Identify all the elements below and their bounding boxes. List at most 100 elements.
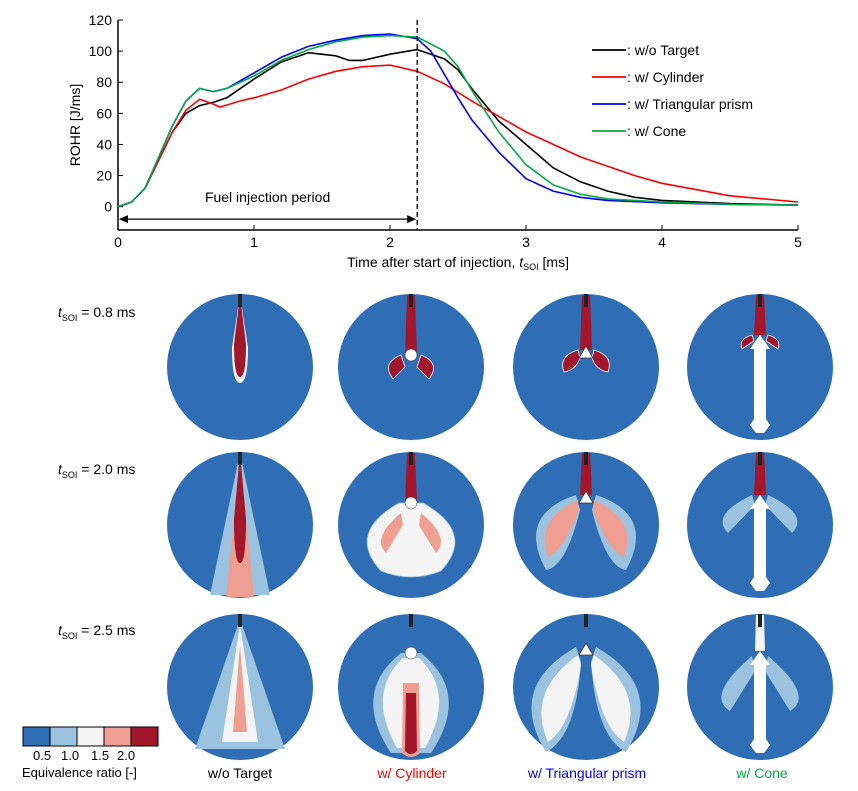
column-label-3: w/ Cone xyxy=(736,765,788,781)
chart-series xyxy=(117,33,799,208)
domain-circle xyxy=(338,294,484,440)
injector-tip xyxy=(758,452,762,465)
y-tick-label: 20 xyxy=(96,168,112,184)
colorbar-segment-1 xyxy=(49,726,78,747)
lobe-right xyxy=(765,656,799,711)
domain-circle xyxy=(513,294,659,440)
simulation-grid xyxy=(167,294,833,760)
lobe-right xyxy=(591,349,610,373)
injector-tip xyxy=(584,614,588,627)
mixture-rich xyxy=(405,693,417,754)
chart-legend: : w/o Target : w/ Cylinder : w/ Triangular… xyxy=(592,42,753,139)
lobe-right xyxy=(593,500,628,557)
x-tick-label: 2 xyxy=(386,234,394,250)
colorbar-segment-4 xyxy=(130,726,159,747)
legend-label-0: : w/o Target xyxy=(627,42,699,58)
chart-annotations: Fuel injection period xyxy=(119,20,418,230)
sim-panel-r1-c2 xyxy=(513,452,659,598)
injector-tip xyxy=(238,452,242,465)
injector-tip xyxy=(409,614,413,627)
lobe-right xyxy=(416,354,434,380)
injector-tip xyxy=(758,614,762,627)
x-tick-label: 0 xyxy=(114,234,122,250)
sim-panel-r0-c1 xyxy=(338,294,484,440)
colorbar-tick-1: 1.0 xyxy=(61,748,80,763)
triangular-prism-target xyxy=(578,642,594,656)
series-line-3 xyxy=(117,34,799,208)
y-tick-label: 40 xyxy=(96,136,112,152)
lobe-left xyxy=(740,334,755,350)
lobe-left xyxy=(541,655,581,742)
series-line-0 xyxy=(117,48,799,208)
row-label-2: tSOI = 2.5 ms xyxy=(58,622,136,641)
lobe-left xyxy=(381,513,403,553)
column-label-2: w/ Triangular prism xyxy=(527,765,647,781)
sim-panel-r2-c2 xyxy=(513,614,659,760)
sim-panel-r2-c0 xyxy=(167,614,313,760)
colorbar-segment-0 xyxy=(22,726,51,747)
colorbar-segment-3 xyxy=(103,726,132,747)
sim-panel-r2-c1 xyxy=(338,614,484,760)
triangular-prism-target xyxy=(578,345,594,359)
legend-label-3: : w/ Cone xyxy=(627,123,686,139)
cylinder-target xyxy=(404,348,418,362)
lobe-right xyxy=(765,495,798,533)
lobe-left xyxy=(722,495,755,533)
colorbar-tick-0: 0.5 xyxy=(33,748,52,763)
mixture-rich xyxy=(234,295,246,377)
x-tick-label: 5 xyxy=(794,234,802,250)
chart-axes: 120 100 80 60 40 20 0 0 1 2 3 4 5 ROHR [J/ms] Time aft… xyxy=(67,12,802,272)
lobe-left xyxy=(388,354,406,380)
colorbar-segment-2 xyxy=(76,726,105,747)
lobe-left xyxy=(544,500,579,557)
cone-target xyxy=(750,495,770,591)
x-tick-label: 1 xyxy=(250,234,258,250)
domain-circle xyxy=(513,614,659,760)
sim-panel-r0-c2 xyxy=(513,294,659,440)
lobe-left xyxy=(562,349,581,373)
x-axis-label: Time after start of injection, tSOI [ms] xyxy=(347,254,569,272)
y-tick-label: 80 xyxy=(96,74,112,90)
jet-core xyxy=(755,615,765,651)
injector-tip xyxy=(584,452,588,465)
colorbar-tick-3: 2.0 xyxy=(117,748,136,763)
injector-tip xyxy=(238,294,242,307)
column-label-0: w/o Target xyxy=(207,765,273,781)
sim-panel-r1-c1 xyxy=(338,452,484,598)
legend-label-2: : w/ Triangular prism xyxy=(627,96,753,112)
injection-period-label: Fuel injection period xyxy=(205,189,330,205)
sim-panel-r0-c3 xyxy=(687,294,833,440)
colorbar xyxy=(22,726,159,747)
jet-core xyxy=(754,453,766,495)
cylinder-target xyxy=(404,496,418,510)
sim-panel-r2-c3 xyxy=(687,614,833,760)
colorbar-title: Equivalence ratio [-] xyxy=(22,765,137,780)
lobe-left xyxy=(721,656,755,711)
triangular-prism-target xyxy=(578,490,594,504)
injector-tip xyxy=(238,614,242,627)
injector-tip xyxy=(584,294,588,307)
mixture-rich xyxy=(234,453,246,563)
injector-tip xyxy=(409,452,413,465)
sim-panel-r1-c3 xyxy=(687,452,833,598)
series-line-2 xyxy=(117,33,799,208)
rohr-chart: 120 100 80 60 40 20 0 0 1 2 3 4 5 ROHR [J/ms] Time aft… xyxy=(67,12,802,272)
legend-label-1: : w/ Cylinder xyxy=(627,69,704,85)
sim-panel-r0-c0 xyxy=(167,294,313,440)
y-tick-label: 100 xyxy=(89,43,113,59)
jet-core xyxy=(405,295,417,355)
injector-tip xyxy=(758,294,762,307)
jet-core xyxy=(754,295,766,335)
cone-target xyxy=(750,651,770,753)
cone-target xyxy=(750,335,770,433)
cylinder-target xyxy=(404,646,418,660)
y-tick-label: 0 xyxy=(104,199,112,215)
arrow-head-left xyxy=(119,215,128,224)
jet-core xyxy=(580,453,592,495)
column-label-1: w/ Cylinder xyxy=(377,765,447,781)
row-label-0: tSOI = 0.8 ms xyxy=(58,304,136,323)
sim-panel-r1-c0 xyxy=(167,452,313,598)
series-line-1 xyxy=(117,64,799,208)
injector-tip xyxy=(409,294,413,307)
lobe-right xyxy=(419,513,441,553)
